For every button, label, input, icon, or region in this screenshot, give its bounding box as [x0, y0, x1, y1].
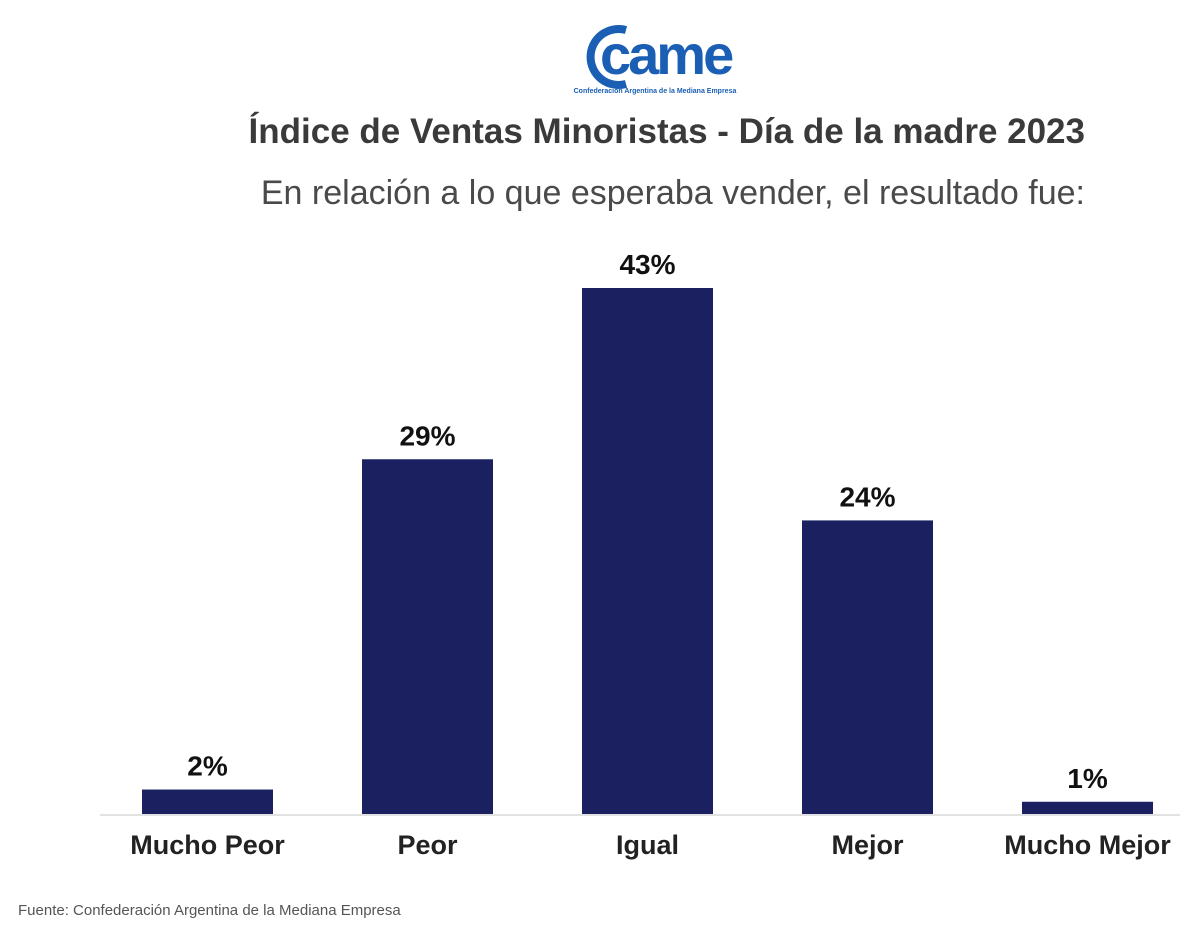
category-label-0: Mucho Peor — [130, 830, 285, 860]
logo-subtitle: Confederación Argentina de la Mediana Em… — [573, 88, 737, 95]
bar-0 — [142, 789, 273, 814]
bar-2 — [582, 288, 713, 814]
category-label-1: Peor — [397, 830, 458, 860]
bar-1 — [362, 459, 493, 814]
data-label-2: 43% — [619, 249, 675, 280]
data-label-1: 29% — [399, 420, 455, 451]
category-label-2: Igual — [616, 830, 679, 860]
came-logo — [578, 18, 728, 102]
chart-subtitle: En relación a lo que esperaba vender, el… — [260, 174, 1085, 212]
data-label-3: 24% — [839, 481, 895, 512]
logo-ring-icon — [586, 25, 628, 89]
logo-text: came — [600, 23, 734, 86]
data-label-4: 1% — [1067, 763, 1108, 794]
bar-4 — [1022, 801, 1153, 814]
category-label-4: Mucho Mejor — [1004, 830, 1171, 860]
data-label-0: 2% — [187, 751, 228, 782]
category-label-3: Mejor — [831, 830, 904, 860]
chart-title: Índice de Ventas Minoristas - Día de la … — [248, 112, 1085, 151]
source-note: Fuente: Confederación Argentina de la Me… — [18, 902, 401, 919]
bar-3 — [802, 520, 933, 814]
